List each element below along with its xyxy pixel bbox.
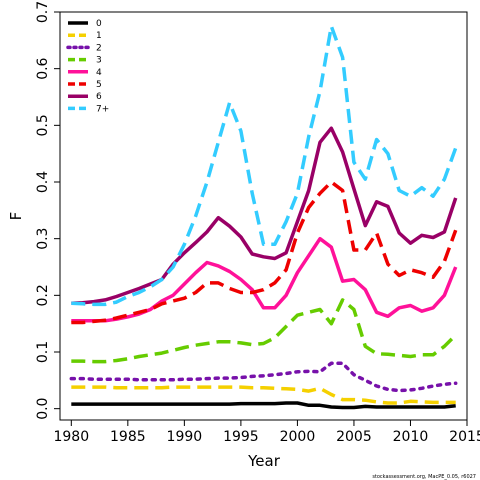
- series-line-6: [71, 126, 458, 306]
- y-tick-label: 0.2: [35, 284, 51, 306]
- plot-frame: [59, 11, 468, 421]
- y-axis-title: F: [7, 212, 25, 221]
- legend-label: 4: [96, 68, 102, 78]
- series-layer: [69, 24, 458, 410]
- x-tick-label: 1995: [223, 429, 259, 445]
- y-tick-label: 0.7: [35, 1, 51, 23]
- x-axis: 1980 1985 1990 1995 2000 2005 2010 2015: [53, 420, 480, 445]
- x-tick-label: 1980: [53, 429, 89, 445]
- series-line-0: [71, 401, 456, 410]
- legend-label: 1: [96, 31, 102, 41]
- x-tick-label: 2005: [336, 429, 372, 445]
- x-axis-title: Year: [247, 452, 281, 470]
- x-tick-label: 2015: [449, 429, 480, 445]
- y-tick-label: 0.5: [35, 114, 51, 136]
- legend: 0 1 2 3 4 5 6 7+: [66, 19, 109, 114]
- y-tick-label: 0.1: [35, 341, 51, 363]
- x-tick-label: 1985: [110, 429, 146, 445]
- y-axis: 0.0 0.1 0.2 0.3 0.4 0.5 0.6 0.7: [35, 1, 60, 420]
- series-line-5: [71, 180, 458, 325]
- legend-label: 5: [96, 80, 102, 90]
- legend-label: 3: [96, 56, 102, 66]
- series-line-1: [71, 385, 456, 405]
- x-tick-label: 2010: [393, 429, 429, 445]
- y-tick-label: 0.0: [35, 398, 51, 420]
- series-line-4: [71, 236, 458, 323]
- credit-text: stockassessment.org, MacPE_0.05, r6027: [372, 474, 476, 480]
- legend-label: 6: [96, 92, 102, 102]
- series-line-2: [69, 361, 458, 393]
- x-tick-label: 1990: [167, 429, 203, 445]
- legend-label: 0: [96, 19, 102, 29]
- legend-label: 7+: [96, 104, 109, 114]
- series-line-7plus: [71, 24, 458, 307]
- y-tick-label: 0.6: [35, 57, 51, 79]
- legend-label: 2: [96, 43, 102, 53]
- x-tick-label: 2000: [280, 429, 316, 445]
- y-tick-label: 0.3: [35, 228, 51, 250]
- y-tick-label: 0.4: [35, 171, 51, 193]
- series-line-3: [71, 298, 457, 364]
